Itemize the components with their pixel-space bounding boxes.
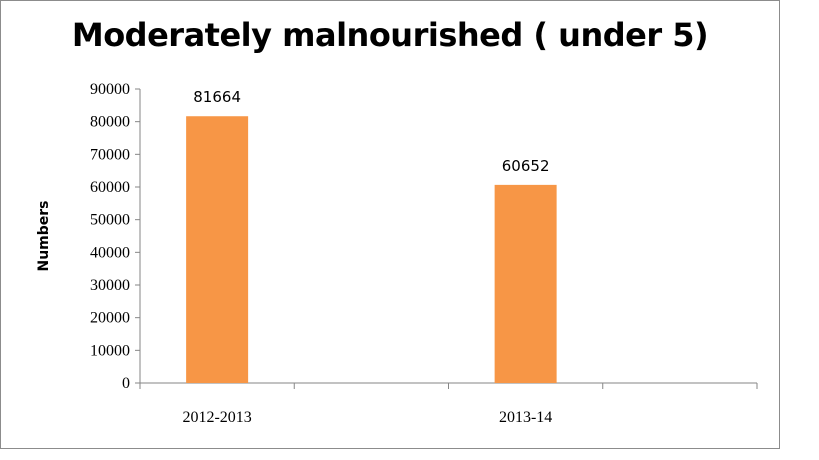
y-tick-label: 70000 <box>90 146 130 163</box>
bar-2 <box>494 184 557 383</box>
x-category-label-1: 2012-2013 <box>182 409 251 426</box>
chart-title: Moderately malnourished ( under 5) <box>71 16 709 54</box>
y-tick-label: 0 <box>122 375 130 392</box>
y-tick-label: 80000 <box>90 114 130 131</box>
y-tick-label: 10000 <box>90 342 130 359</box>
y-tick-label: 90000 <box>90 81 130 98</box>
y-tick-label: 60000 <box>90 179 130 196</box>
y-tick-label: 50000 <box>90 212 130 229</box>
x-category-label-2: 2013-14 <box>499 409 552 426</box>
data-label-2: 60652 <box>502 157 550 175</box>
y-tick-label: 20000 <box>90 310 130 327</box>
bar-1 <box>186 116 249 384</box>
data-label-1: 81664 <box>193 88 241 106</box>
y-tick-label: 30000 <box>90 277 130 294</box>
y-tick-label: 40000 <box>90 244 130 261</box>
chart-frame <box>0 0 780 449</box>
